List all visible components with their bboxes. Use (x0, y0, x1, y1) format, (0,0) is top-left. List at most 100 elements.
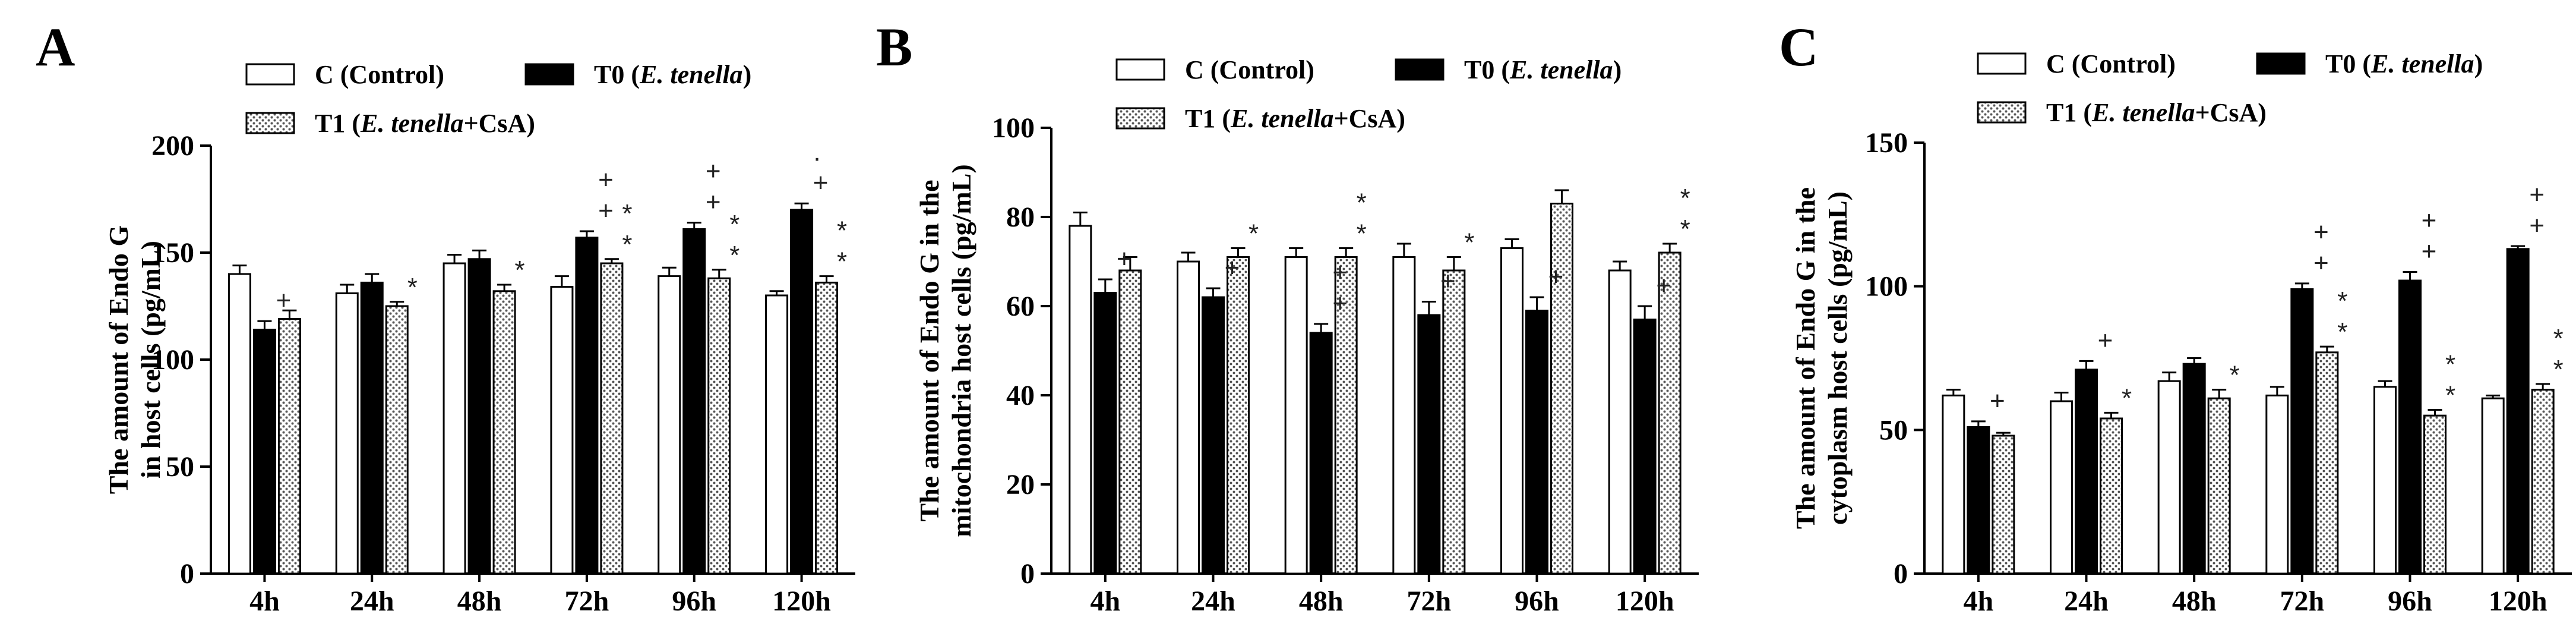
bar-t0 (1417, 314, 1441, 575)
y-tick-label: 20 (1006, 469, 1035, 500)
significance-plus: + (1548, 262, 1564, 291)
bar-t0 (1202, 296, 1225, 575)
bar-control (2481, 397, 2505, 575)
bar-t1 (277, 318, 301, 575)
y-tick-label: 200 (151, 130, 194, 162)
bar-t1 (1550, 203, 1573, 575)
y-tick-label: 150 (1865, 127, 1908, 159)
y-axis-label: The amount of Endo G in the mitochondria … (914, 164, 976, 537)
bar-control (1608, 269, 1632, 575)
significance-star: * (2122, 383, 2132, 413)
significance-star: * (622, 199, 632, 228)
legend-item-control: C (Control) (1115, 55, 1314, 84)
legend-swatch-t0 (1395, 58, 1445, 81)
significance-star: * (2553, 355, 2564, 384)
bar-control (2050, 400, 2073, 575)
significance-star: * (2445, 381, 2455, 410)
bar-control (1177, 260, 1200, 575)
bar-t0 (1633, 319, 1657, 575)
x-tick-label: 96h (1515, 585, 1559, 617)
panel-b: B C (Control) T0 (E. tenella) T1 (E. tenell… (876, 17, 1699, 617)
y-tick-label: 80 (1006, 201, 1035, 233)
legend-swatch-control (1977, 52, 2027, 75)
bar-t0 (682, 228, 706, 575)
x-tick-label: 96h (2388, 585, 2432, 617)
x-tick-label: 120h (1616, 585, 1674, 617)
x-tick-label: 120h (772, 585, 831, 617)
bar-t1 (1442, 269, 1466, 575)
y-tick-label: 100 (151, 344, 194, 376)
y-tick-label: 0 (180, 558, 194, 590)
bar-control (227, 273, 251, 575)
significance-plus: + (1440, 267, 1456, 296)
significance-plus: + (2529, 180, 2545, 209)
significance-plus: + (2529, 211, 2545, 240)
legend-item-t0: T0 (E. tenella) (1395, 55, 1622, 84)
x-tick-label: 4h (1090, 585, 1120, 617)
x-tick-label: 48h (1299, 585, 1344, 617)
bar-control (2157, 380, 2181, 575)
bar-control (2265, 394, 2289, 575)
bar-t0 (2182, 363, 2206, 575)
panel-c: C C (Control) T0 (E. tenella) T1 (E. tenell… (1779, 17, 2572, 617)
significance-plus: + (2313, 248, 2329, 278)
bar-t1 (2315, 351, 2339, 575)
bar-t1 (600, 262, 624, 575)
significance-plus: + (276, 286, 292, 315)
bar-control (658, 275, 681, 575)
legend-label-t1: T1 (E. tenella+CsA) (315, 109, 535, 138)
significance-plus: + (1656, 271, 1671, 300)
significance-star: * (1249, 219, 1259, 248)
y-axis-label-line: in host cells (pg/mL) (135, 241, 166, 478)
x-tick-label: 96h (672, 585, 716, 617)
bar-t1 (385, 305, 409, 575)
x-tick-label: 72h (565, 585, 609, 617)
legend-swatch-control (1115, 58, 1165, 81)
bar-t1 (492, 290, 516, 575)
legend-swatch-t1 (1115, 107, 1165, 130)
significance-plus: + (1117, 244, 1132, 273)
legend-swatch-control (245, 63, 295, 86)
x-tick-label: 4h (249, 585, 280, 617)
x-tick-label: 48h (2172, 585, 2217, 617)
bar-t0 (1093, 292, 1117, 575)
legend-label-t0: T0 (E. tenella) (2325, 49, 2483, 78)
significance-plus: + (2422, 237, 2437, 266)
significance-star: * (515, 256, 525, 285)
significance-plus: + (2422, 206, 2437, 235)
legend-swatch-t0 (2256, 52, 2306, 75)
bar-t1 (815, 281, 839, 575)
significance-star: * (2445, 350, 2455, 379)
x-tick-label: 24h (2064, 585, 2109, 617)
significance-star: * (729, 241, 739, 270)
y-tick-label: 0 (1020, 558, 1035, 590)
significance-plus: + (813, 168, 829, 197)
bar-t1 (2423, 414, 2447, 575)
significance-star: * (1464, 228, 1474, 257)
bar-t0 (2506, 248, 2530, 575)
legend-item-control: C (Control) (1977, 49, 2176, 78)
significance-star: * (837, 216, 847, 245)
panel-a: A C (Control) T0 (E. tenella) T1 (E. tenell… (36, 17, 855, 617)
bar-control (2373, 386, 2397, 575)
legend-swatch-t1 (1977, 101, 2027, 124)
significance-star: * (1680, 184, 1690, 213)
significance-plus: + (1990, 386, 2005, 415)
legend-label-t0: T0 (E. tenella) (1464, 55, 1622, 84)
bar-t0 (1309, 332, 1333, 575)
significance-star: * (1357, 188, 1367, 218)
y-tick-label: 60 (1006, 291, 1035, 322)
bar-t0 (575, 237, 599, 575)
bar-t1 (1334, 256, 1358, 575)
significance-plus: + (598, 196, 614, 225)
bar-t0 (790, 209, 814, 575)
significance-star: * (729, 210, 739, 239)
panel-letter: A (36, 17, 75, 77)
legend-item-t1: T1 (E. tenella+CsA) (1977, 98, 2267, 127)
bar-t0 (2398, 279, 2422, 575)
bar-t0 (2075, 369, 2098, 575)
bar-t1 (1658, 251, 1681, 575)
bar-t0 (1525, 310, 1548, 575)
